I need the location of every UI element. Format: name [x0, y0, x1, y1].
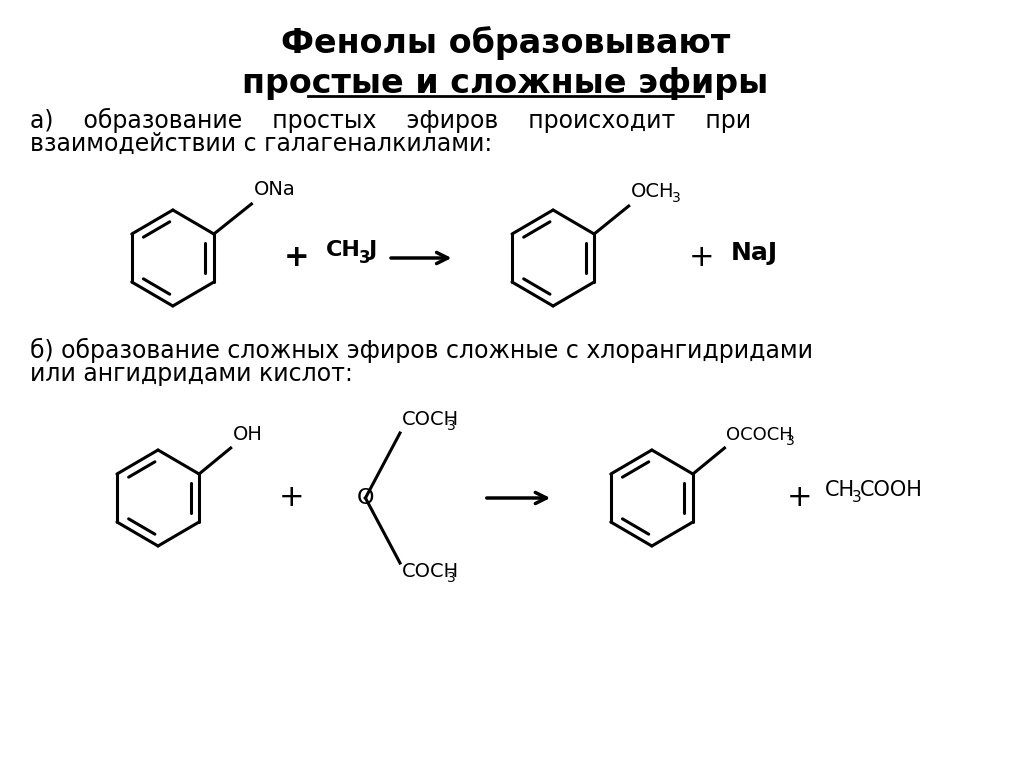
Text: а)    образование    простых    эфиров    происходит    при: а) образование простых эфиров происходит… — [30, 108, 751, 133]
Text: OCH: OCH — [631, 182, 674, 201]
Text: +: + — [279, 484, 304, 512]
Text: CH: CH — [326, 240, 360, 260]
Text: или ангидридами кислот:: или ангидридами кислот: — [30, 362, 352, 386]
Text: O: O — [356, 488, 374, 508]
Text: 3: 3 — [851, 491, 861, 505]
Text: +: + — [688, 243, 714, 273]
Text: 3: 3 — [672, 191, 681, 205]
Text: J: J — [369, 240, 377, 260]
Text: 3: 3 — [785, 434, 795, 448]
Text: б) образование сложных эфиров сложные с хлорангидридами: б) образование сложных эфиров сложные с … — [30, 337, 813, 362]
Text: Фенолы образовывают: Фенолы образовывают — [281, 26, 730, 60]
Text: 3: 3 — [447, 419, 456, 433]
Text: ONa: ONa — [253, 180, 295, 199]
Text: OCOCH: OCOCH — [726, 426, 794, 444]
Text: простые и сложные эфиры: простые и сложные эфиры — [243, 67, 769, 100]
Text: +: + — [787, 484, 813, 512]
Text: взаимодействии с галагеналкилами:: взаимодействии с галагеналкилами: — [30, 132, 492, 156]
Text: OH: OH — [232, 425, 262, 444]
Text: CH: CH — [824, 480, 855, 500]
Text: COCH: COCH — [402, 562, 459, 581]
Text: 3: 3 — [447, 571, 456, 585]
Text: NaJ: NaJ — [731, 241, 778, 265]
Text: COCH: COCH — [402, 410, 459, 429]
Text: +: + — [284, 243, 309, 273]
Text: COOH: COOH — [860, 480, 923, 500]
Text: 3: 3 — [358, 249, 370, 267]
